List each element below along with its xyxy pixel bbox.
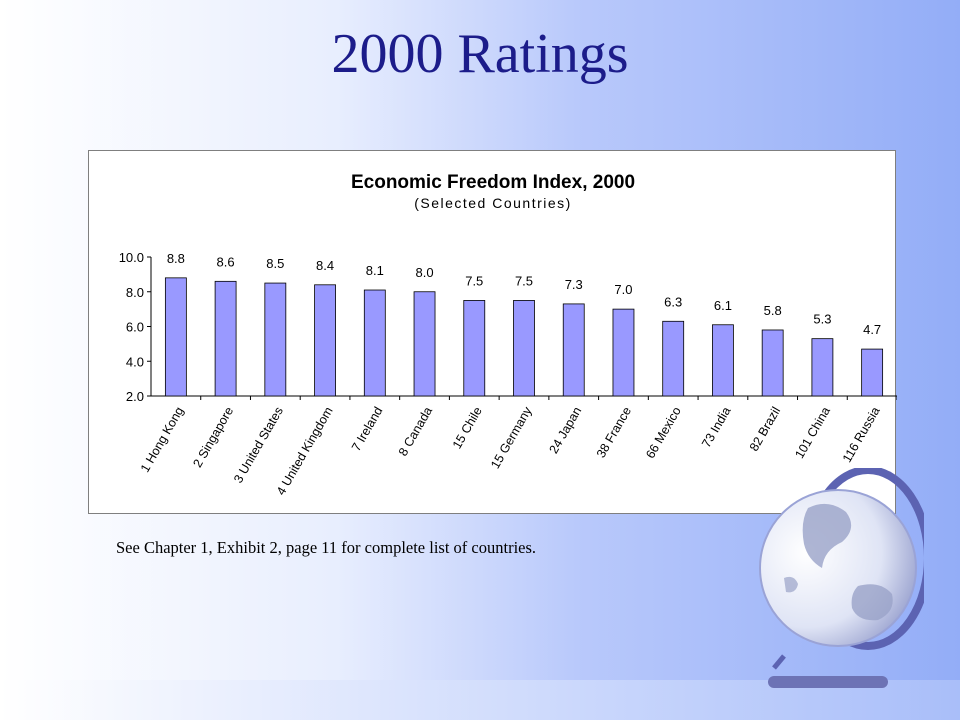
bar-value-label: 7.0 (614, 282, 632, 297)
bar-value-label: 5.8 (764, 303, 782, 318)
bar (513, 300, 535, 397)
footnote: See Chapter 1, Exhibit 2, page 11 for co… (116, 538, 537, 557)
bar-value-label: 6.1 (714, 298, 732, 313)
category-label: 15 Germany (488, 404, 535, 471)
category-label: 66 Mexico (643, 404, 684, 460)
bar (712, 324, 734, 397)
bar-value-label: 8.0 (415, 265, 433, 280)
category-label: 4 United Kingdom (274, 405, 336, 498)
globe-icon (759, 468, 924, 688)
bar (363, 289, 386, 397)
category-label: 1 Hong Kong (138, 404, 187, 474)
bar (314, 284, 336, 397)
category-label: 73 India (699, 404, 733, 450)
bar-value-label: 8.4 (316, 258, 334, 273)
bar (662, 320, 685, 397)
bar-value-label: 8.5 (266, 256, 284, 271)
bar (214, 280, 237, 397)
bar (264, 282, 287, 397)
bar-chart: Economic Freedom Index, 2000 (Selected C… (119, 172, 897, 498)
category-label: 7 Ireland (349, 404, 385, 453)
bar-value-label: 5.3 (813, 312, 831, 327)
category-label: 116 Russia (840, 404, 883, 464)
bar-value-label: 7.5 (465, 273, 483, 288)
chart-title: Economic Freedom Index, 2000 (351, 172, 635, 193)
bar-value-label: 7.5 (515, 273, 533, 288)
bar (612, 308, 635, 397)
bar (562, 303, 585, 397)
bar (164, 277, 187, 397)
category-label: 8 Canada (396, 404, 435, 458)
slide-title: 2000 Ratings (331, 23, 629, 85)
category-label: 3 United States (231, 405, 286, 486)
y-tick-label: 10.0 (119, 250, 144, 265)
category-label: 82 Brazil (747, 405, 783, 454)
bar (413, 291, 436, 397)
chart-subtitle: (Selected Countries) (414, 195, 572, 211)
chart-frame: Economic Freedom Index, 2000 (Selected C… (88, 150, 897, 514)
category-label: 38 France (594, 404, 634, 460)
bar-value-label: 8.1 (366, 263, 384, 278)
bar-value-label: 8.6 (217, 254, 235, 269)
bar (761, 329, 784, 397)
bar-value-label: 4.7 (863, 322, 881, 337)
category-label: 15 Chile (450, 404, 485, 451)
category-label: 101 China (792, 404, 833, 460)
bar (861, 348, 884, 397)
y-tick-label: 2.0 (126, 389, 144, 404)
bar-value-label: 7.3 (565, 277, 583, 292)
y-tick-label: 8.0 (126, 285, 144, 300)
y-tick-label: 6.0 (126, 320, 144, 335)
bar-value-label: 6.3 (664, 294, 682, 309)
bar-value-label: 8.8 (167, 251, 185, 266)
bar (811, 338, 834, 397)
category-label: 24 Japan (546, 404, 584, 456)
y-tick-label: 4.0 (126, 354, 144, 369)
bar (463, 300, 486, 397)
category-label: 2 Singapore (190, 404, 236, 469)
